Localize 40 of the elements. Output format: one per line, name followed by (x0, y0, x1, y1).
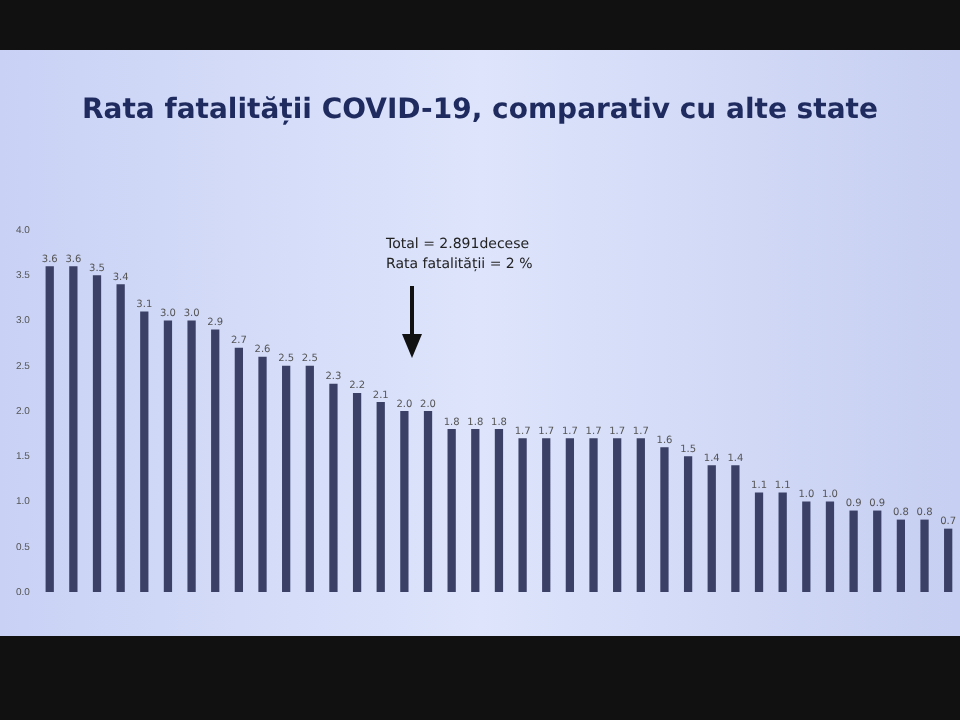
bar (589, 438, 598, 592)
bar (116, 284, 125, 592)
bar (305, 365, 314, 592)
bar (258, 356, 267, 592)
bar (754, 492, 764, 592)
bar (542, 438, 551, 592)
bar (636, 438, 645, 592)
bar (92, 275, 102, 592)
bar (329, 383, 338, 592)
bar (447, 429, 456, 592)
bar (683, 456, 693, 592)
bar (423, 411, 433, 592)
bar (471, 429, 480, 592)
bar (140, 311, 149, 592)
bar (920, 519, 929, 592)
bar (565, 438, 575, 592)
chart-title: Rata fatalității COVID-19, comparativ cu alte state (80, 94, 880, 126)
bar (873, 510, 882, 592)
bar (518, 438, 527, 592)
bar (825, 501, 835, 592)
bar (896, 519, 906, 592)
bar (944, 528, 953, 592)
bar (352, 392, 362, 592)
bar (400, 411, 409, 592)
bar (282, 365, 291, 592)
bar (163, 320, 173, 592)
bar (778, 492, 787, 592)
bar (802, 501, 811, 592)
bar (376, 401, 385, 592)
bar (731, 465, 740, 592)
bar (707, 465, 716, 592)
bar (187, 320, 196, 592)
bar (234, 347, 244, 592)
bar (849, 510, 858, 592)
bar (211, 329, 220, 592)
bar (613, 438, 622, 592)
bar (69, 266, 78, 592)
bar (45, 266, 54, 592)
bar (494, 429, 504, 592)
bar (660, 447, 669, 592)
